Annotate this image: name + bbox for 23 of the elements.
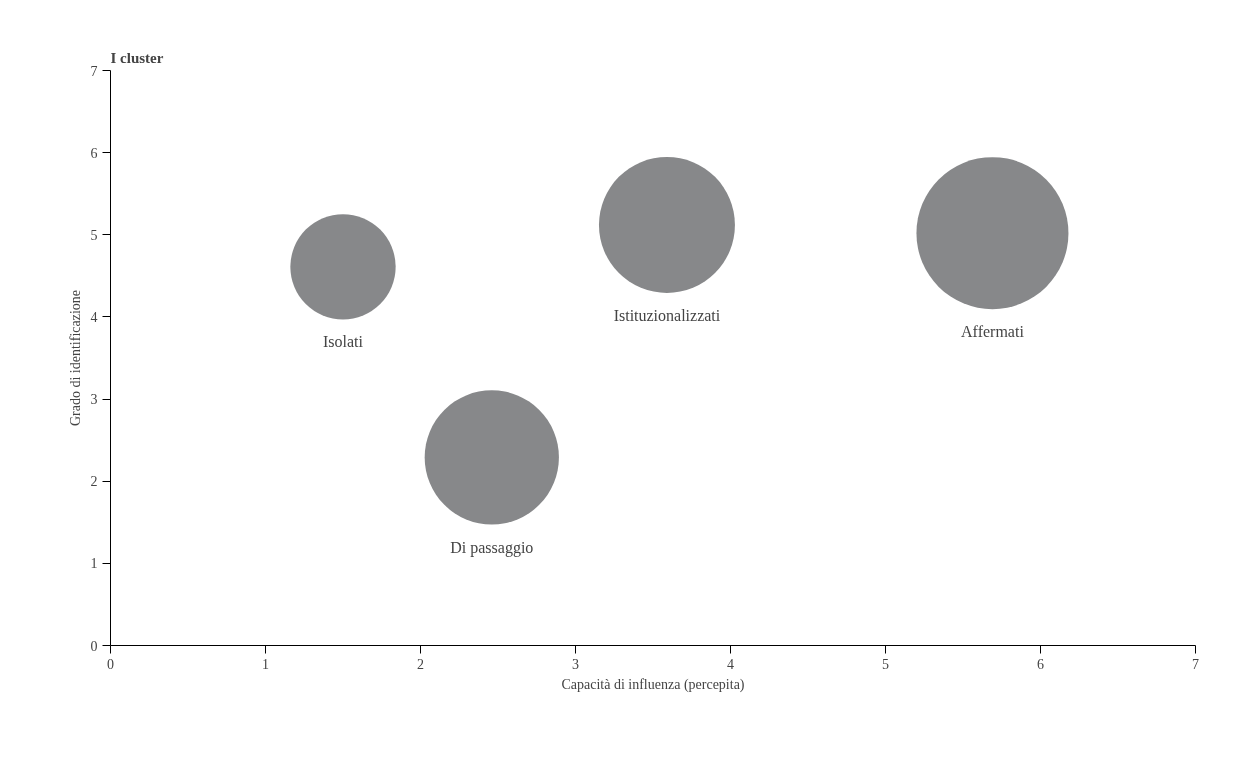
- y-tick-label: 3: [90, 392, 98, 408]
- series-label: Isolati: [323, 333, 364, 351]
- y-tick-label: 1: [90, 556, 98, 572]
- x-tick-label: 4: [727, 656, 734, 672]
- x-tick-label: 6: [1037, 656, 1044, 672]
- x-tick-label: 0: [107, 656, 114, 672]
- x-tick-label: 1: [262, 656, 269, 672]
- x-tick-label: 2: [417, 656, 424, 672]
- y-tick-label: 7: [90, 63, 98, 79]
- y-tick-label: 0: [90, 638, 98, 654]
- y-tick-label: 5: [90, 227, 98, 243]
- y-axis-title: Grado di identificazione: [67, 289, 83, 427]
- series-label: Affermati: [961, 323, 1025, 341]
- chart-title: I cluster: [110, 49, 164, 66]
- y-tick-label: 6: [90, 145, 98, 161]
- y-tick-label: 2: [90, 474, 98, 490]
- series-label: Istituzionalizzati: [613, 306, 721, 324]
- x-tick-label: 5: [882, 656, 889, 672]
- y-tick-label: 4: [90, 309, 98, 325]
- series-label: Di passaggio: [450, 538, 534, 557]
- x-axis-title: Capacità di influenza (percepita): [561, 676, 745, 693]
- x-tick-label: 7: [1192, 656, 1199, 672]
- x-tick-label: 3: [572, 656, 579, 672]
